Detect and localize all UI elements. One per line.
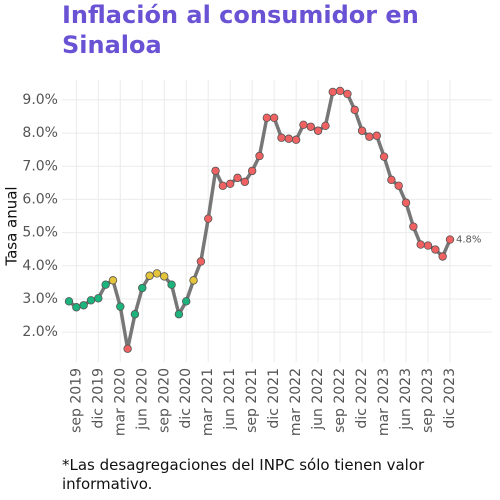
point (160, 272, 169, 281)
line (67, 89, 452, 351)
point (335, 86, 345, 96)
point (211, 166, 220, 176)
point (394, 181, 403, 191)
y-tick-label: 8.0% (22, 125, 58, 141)
point (350, 105, 359, 115)
point (189, 276, 198, 285)
point (321, 121, 330, 130)
point (343, 89, 352, 99)
point (269, 113, 279, 123)
x-tick-label: dic 2020 (178, 368, 194, 429)
point (262, 113, 272, 123)
point (116, 302, 125, 311)
point (445, 235, 455, 244)
y-tick-label: 9.0% (22, 92, 58, 108)
point (79, 301, 88, 310)
y-tick-label: 3.0% (22, 291, 58, 307)
y-tick-label: 6.0% (22, 191, 58, 207)
point (145, 271, 154, 280)
x-tick-label: dic 2021 (266, 368, 282, 429)
point (152, 269, 162, 278)
x-tick-label: sep 2021 (244, 368, 260, 433)
point (379, 152, 389, 161)
point (306, 122, 315, 131)
point (299, 120, 308, 129)
x-tick-label: sep 2019 (68, 368, 84, 433)
y-tick-label: 2.0% (22, 324, 58, 340)
point (225, 179, 235, 189)
x-tick-label: mar 2020 (112, 368, 128, 436)
x-tick-label: sep 2020 (156, 368, 172, 433)
point (313, 126, 323, 135)
point (174, 310, 184, 319)
point (423, 241, 433, 250)
x-tick-label: dic 2022 (354, 368, 370, 429)
point (182, 297, 191, 306)
point (130, 310, 140, 319)
y-axis-title: Tasa anual (3, 186, 21, 266)
x-tick-label: dic 2019 (90, 368, 106, 429)
point (284, 134, 294, 143)
x-tick-label: mar 2021 (200, 368, 216, 436)
point (86, 296, 96, 305)
point (204, 214, 213, 223)
x-tick-label: jun 2022 (310, 368, 326, 431)
point (387, 175, 396, 185)
x-tick-label: mar 2022 (288, 368, 304, 436)
y-tick-label: 7.0% (22, 158, 58, 174)
point (101, 280, 110, 289)
point (240, 177, 250, 187)
x-tick-label: dic 2023 (442, 368, 458, 429)
point (357, 126, 367, 135)
point (247, 166, 257, 176)
y-tick-label: 4.0% (22, 258, 58, 274)
point (365, 132, 374, 141)
point (328, 87, 337, 97)
footnote: *Las desagregaciones del INPC sólo tiene… (62, 456, 425, 493)
point (372, 131, 381, 140)
point (108, 276, 118, 285)
point (431, 245, 440, 254)
point (72, 303, 81, 312)
point (167, 280, 176, 289)
x-tick-label: sep 2023 (420, 368, 436, 433)
x-tick-label: sep 2022 (332, 368, 348, 433)
point (218, 181, 228, 191)
point (438, 252, 447, 261)
point (123, 344, 132, 353)
point (94, 294, 103, 303)
point (277, 133, 286, 142)
point (416, 240, 425, 249)
value-label: 4.8% (456, 235, 481, 246)
x-tick-label: jun 2020 (134, 368, 150, 431)
x-tick-label: jun 2023 (398, 368, 414, 431)
point (401, 198, 411, 207)
chart-title: Inflación al consumidor en Sinaloa (62, 1, 419, 59)
point (291, 135, 301, 144)
y-tick-label: 5.0% (22, 225, 58, 241)
point (196, 257, 206, 266)
x-tick-label: jun 2021 (222, 368, 238, 431)
x-tick-label: mar 2023 (376, 368, 392, 436)
point (138, 283, 147, 293)
point (233, 173, 242, 183)
point (409, 222, 418, 231)
point (255, 151, 264, 161)
point (64, 297, 74, 306)
